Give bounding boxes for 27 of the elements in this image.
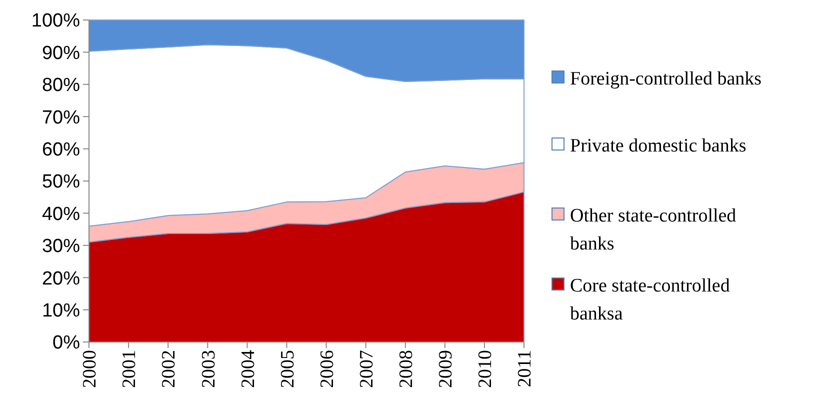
x-tick-label: 2000 [80, 350, 101, 388]
x-tick-label: 2002 [158, 350, 180, 388]
x-tick-label: 2009 [436, 350, 457, 388]
x-tick-label: 2003 [198, 350, 220, 388]
y-tick-label: 30% [42, 236, 80, 258]
x-tick-label: 2008 [396, 350, 418, 388]
x-tick-label: 2004 [238, 350, 259, 388]
y-tick-label: 0% [52, 332, 80, 354]
y-tick-label: 20% [42, 268, 80, 290]
y-tick-label: 40% [42, 204, 80, 225]
x-tick-label: 2011 [514, 350, 536, 388]
legend-label: Foreign-controlled banks [570, 68, 762, 90]
y-tick-label: 80% [42, 75, 80, 96]
y-tick-label: 60% [42, 139, 80, 160]
y-tick-label: 100% [31, 10, 80, 32]
legend-label: Core state-controlled banksa [570, 276, 730, 325]
y-tick-label: 50% [42, 172, 80, 193]
y-tick-label: 10% [42, 300, 80, 322]
legend-label: Other state-controlled banks [570, 206, 737, 255]
x-tick-label: 2010 [475, 350, 496, 388]
x-tick-label: 2006 [316, 350, 338, 388]
y-tick-label: 70% [42, 107, 80, 128]
x-tick-label: 2001 [119, 350, 140, 388]
y-tick-label: 90% [42, 42, 80, 64]
x-tick-label: 2005 [277, 350, 298, 388]
text: Private domestic banks [570, 136, 746, 157]
x-tick-label: 2007 [356, 350, 378, 388]
